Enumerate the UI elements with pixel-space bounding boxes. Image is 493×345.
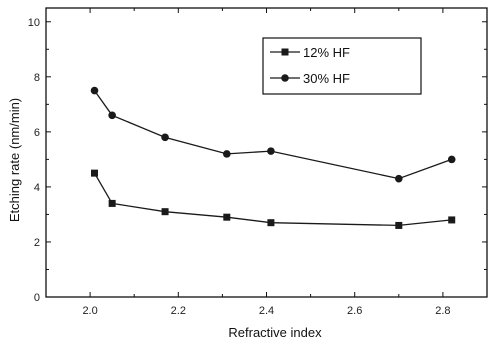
y-tick-label: 4 bbox=[34, 182, 40, 194]
legend-marker bbox=[281, 74, 289, 82]
data-point bbox=[223, 213, 231, 221]
y-tick-label: 10 bbox=[28, 17, 40, 29]
legend-box bbox=[262, 37, 422, 95]
data-point bbox=[223, 150, 231, 158]
data-point bbox=[91, 169, 99, 177]
data-point bbox=[161, 208, 169, 216]
y-tick-label: 6 bbox=[34, 127, 40, 139]
data-point bbox=[395, 221, 403, 229]
legend-marker bbox=[281, 48, 289, 56]
data-point bbox=[448, 216, 456, 224]
x-axis-title: Refractive index bbox=[228, 325, 322, 340]
data-point bbox=[90, 86, 99, 95]
data-point bbox=[161, 133, 169, 142]
data-point bbox=[267, 147, 275, 155]
y-axis-title: Etching rate (nm/min) bbox=[7, 98, 22, 222]
y-tick-label: 0 bbox=[34, 292, 40, 304]
series-line bbox=[93, 90, 452, 180]
x-tick-label: 2.0 bbox=[82, 305, 97, 317]
legend: 12% HF 30% HF bbox=[262, 37, 422, 95]
legend-label: 12% HF bbox=[303, 45, 350, 60]
x-tick-label: 2.8 bbox=[435, 305, 450, 317]
data-point bbox=[395, 174, 403, 183]
series-layer bbox=[90, 86, 456, 229]
series-1 bbox=[91, 169, 456, 229]
series-2 bbox=[90, 86, 456, 183]
data-point bbox=[108, 111, 116, 120]
data-point bbox=[108, 199, 116, 207]
data-point bbox=[267, 219, 275, 227]
x-tick-label: 2.2 bbox=[171, 305, 186, 317]
x-axis: 2.0 2.2 2.4 2.6 2.8 bbox=[45, 8, 451, 317]
y-axis: 0 2 4 6 8 10 bbox=[28, 17, 487, 304]
y-tick-label: 8 bbox=[34, 72, 40, 84]
data-point bbox=[447, 155, 456, 164]
x-tick-label: 2.4 bbox=[259, 305, 274, 317]
x-tick-label: 2.6 bbox=[347, 305, 362, 317]
y-tick-label: 2 bbox=[34, 237, 40, 249]
legend-label: 30% HF bbox=[303, 71, 350, 86]
